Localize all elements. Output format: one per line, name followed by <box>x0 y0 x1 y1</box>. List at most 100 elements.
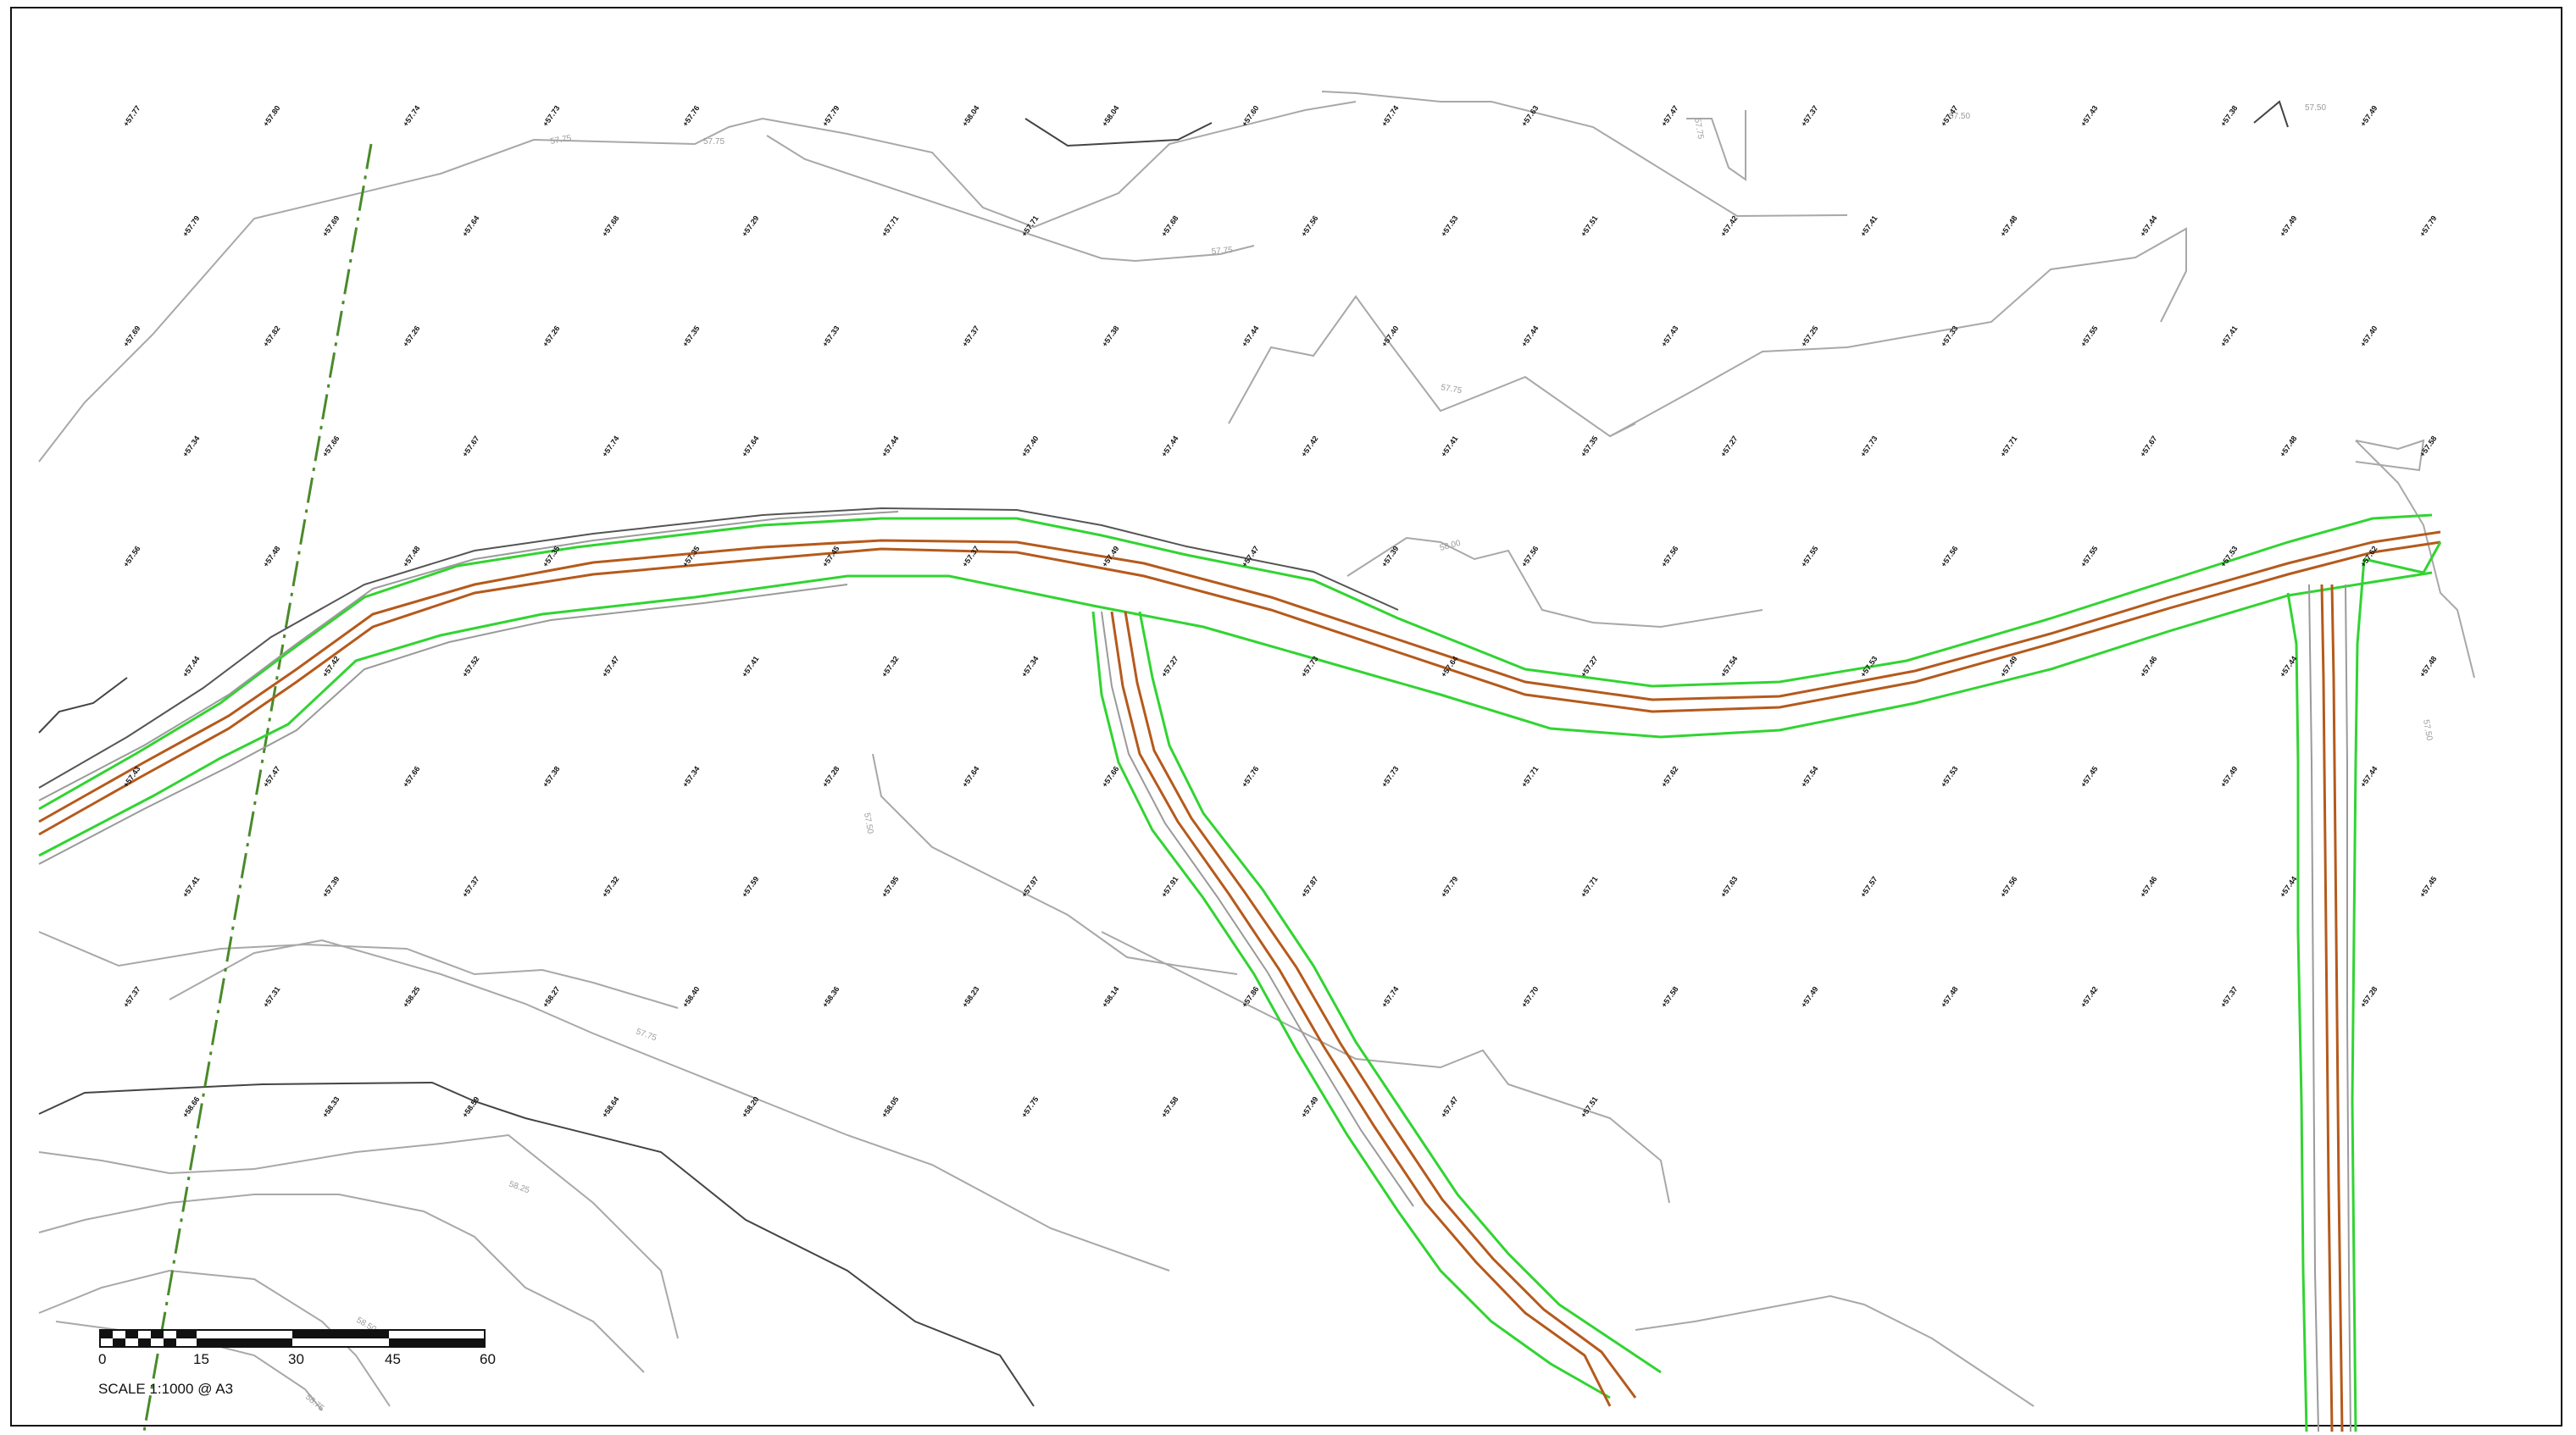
spot-height-label: +57.38 <box>1100 324 1120 348</box>
spot-height: +57.74 <box>1380 985 1400 1009</box>
branch-road-middle <box>1091 611 1662 1407</box>
spot-height: +57.41 <box>1858 214 1879 238</box>
spot-height: +57.53 <box>1439 214 1459 238</box>
spot-height: +57.49 <box>1299 1095 1319 1119</box>
spot-height-label: +57.44 <box>2278 875 2298 899</box>
contour-label: 57.50 <box>2305 103 2326 113</box>
spot-height: +57.54 <box>1718 655 1739 679</box>
spot-height-label: +58.40 <box>680 985 701 1009</box>
road-verge-line <box>38 511 899 801</box>
spot-height: +57.56 <box>1659 545 1679 568</box>
spot-height: +57.42 <box>320 655 341 679</box>
spot-height-label: +58.25 <box>401 985 421 1009</box>
spot-height: +57.27 <box>1718 435 1739 458</box>
spot-height: +57.46 <box>2138 875 2158 899</box>
spot-height: +57.41 <box>1439 435 1459 458</box>
spot-height-label: +58.23 <box>960 985 980 1009</box>
spot-height-label: +57.66 <box>1100 765 1120 789</box>
spot-height-label: +57.51 <box>1579 1095 1599 1119</box>
spot-height-label: +58.05 <box>880 1095 900 1119</box>
spot-height: +57.55 <box>1799 545 1819 568</box>
spot-height-label: +57.79 <box>2418 214 2438 238</box>
spot-height-label: +57.49 <box>2218 765 2239 789</box>
spot-height-label: +57.55 <box>1799 545 1819 568</box>
spot-height: +58.64 <box>600 1095 620 1119</box>
spot-height: +57.75 <box>1019 1095 1040 1119</box>
spot-height-label: +57.79 <box>1439 875 1459 899</box>
contour-label: 57.50 <box>1949 112 1970 121</box>
spot-height-label: +57.73 <box>1299 655 1319 679</box>
spot-height: +57.37 <box>960 324 980 348</box>
contour-line <box>169 939 1170 1272</box>
spot-height: +57.34 <box>1019 655 1040 679</box>
scale-bar-segment <box>125 1330 138 1338</box>
spot-height-label: +57.42 <box>320 655 341 679</box>
road-verge-line <box>2308 584 2319 1432</box>
spot-height-label: +57.51 <box>1579 214 1599 238</box>
spot-height-label: +57.69 <box>320 214 341 238</box>
index-contour <box>2253 100 2289 128</box>
spot-height: +57.71 <box>1998 435 2018 458</box>
spot-height-label: +57.48 <box>1939 985 1959 1009</box>
contour-line <box>1609 227 2187 437</box>
spot-height-label: +57.47 <box>1659 104 1679 128</box>
spot-height: +58.04 <box>960 104 980 128</box>
index-contour <box>1024 118 1213 147</box>
spot-height-label: +57.67 <box>2138 435 2158 458</box>
spot-height-label: +57.39 <box>1380 545 1400 568</box>
spot-height-label: +57.38 <box>2218 104 2239 128</box>
spot-height-label: +57.74 <box>1380 104 1400 128</box>
spot-height: +57.37 <box>1799 104 1819 128</box>
spot-height-label: +57.49 <box>1799 985 1819 1009</box>
spot-height-label: +58.33 <box>320 1095 341 1119</box>
contour-label: 57.75 <box>550 134 573 147</box>
scale-bar-segment <box>151 1330 164 1338</box>
spot-height: +57.44 <box>1159 435 1180 458</box>
index-contour <box>38 677 128 734</box>
spot-height: +57.59 <box>740 875 760 899</box>
spot-height: +57.48 <box>1998 214 2018 238</box>
spot-height-label: +57.28 <box>820 765 841 789</box>
spot-height-label: +57.39 <box>320 875 341 899</box>
contour-label: 57.50 <box>862 812 874 835</box>
spot-height: +58.59 <box>460 1095 480 1119</box>
contour-lines <box>38 91 2475 1411</box>
scale-note: SCALE 1:1000 @ A3 <box>98 1381 234 1397</box>
spot-height: +57.62 <box>1659 765 1679 789</box>
spot-height: +57.41 <box>740 655 760 679</box>
spot-height-label: +57.56 <box>1659 545 1679 568</box>
spot-height: +58.33 <box>320 1095 341 1119</box>
spot-height-label: +57.53 <box>1939 765 1959 789</box>
scale-bar: 0 15 30 45 60 <box>98 1329 496 1367</box>
contour-line <box>1228 295 1636 438</box>
spot-height-label: +57.48 <box>261 545 281 568</box>
road-centreline <box>1124 611 1637 1399</box>
spot-height: +57.41 <box>2218 324 2239 348</box>
spot-height-label: +57.56 <box>1519 545 1540 568</box>
spot-height-label: +57.56 <box>1299 214 1319 238</box>
contour-line <box>1635 1294 2035 1407</box>
spot-height: +57.48 <box>1939 985 1959 1009</box>
spot-height: +57.39 <box>1380 545 1400 568</box>
spot-height-label: +57.29 <box>740 214 760 238</box>
spot-height-label: +57.56 <box>121 545 142 568</box>
spot-height-label: +57.73 <box>1380 765 1400 789</box>
spot-height-label: +57.31 <box>261 985 281 1009</box>
spot-height: +57.51 <box>1579 1095 1599 1119</box>
spot-height-label: +57.70 <box>1519 985 1540 1009</box>
spot-height-label: +57.38 <box>541 765 561 789</box>
boundary-line <box>142 143 373 1432</box>
spot-height-label: +57.44 <box>2138 214 2158 238</box>
spot-height: +57.58 <box>2418 435 2438 458</box>
spot-height-label: +57.42 <box>1299 435 1319 458</box>
spot-height: +57.56 <box>1519 545 1540 568</box>
spot-height: +58.20 <box>740 1095 760 1119</box>
road-centreline <box>38 530 2441 823</box>
spot-height-label: +57.44 <box>880 435 900 458</box>
scale-bar-tick-label: 30 <box>288 1351 304 1367</box>
spot-height: +58.27 <box>541 985 561 1009</box>
spot-height: +57.25 <box>1799 324 1819 348</box>
spot-height-label: +57.46 <box>2138 655 2158 679</box>
spot-height-label: +57.27 <box>1579 655 1599 679</box>
spot-height: +57.56 <box>1998 875 2018 899</box>
